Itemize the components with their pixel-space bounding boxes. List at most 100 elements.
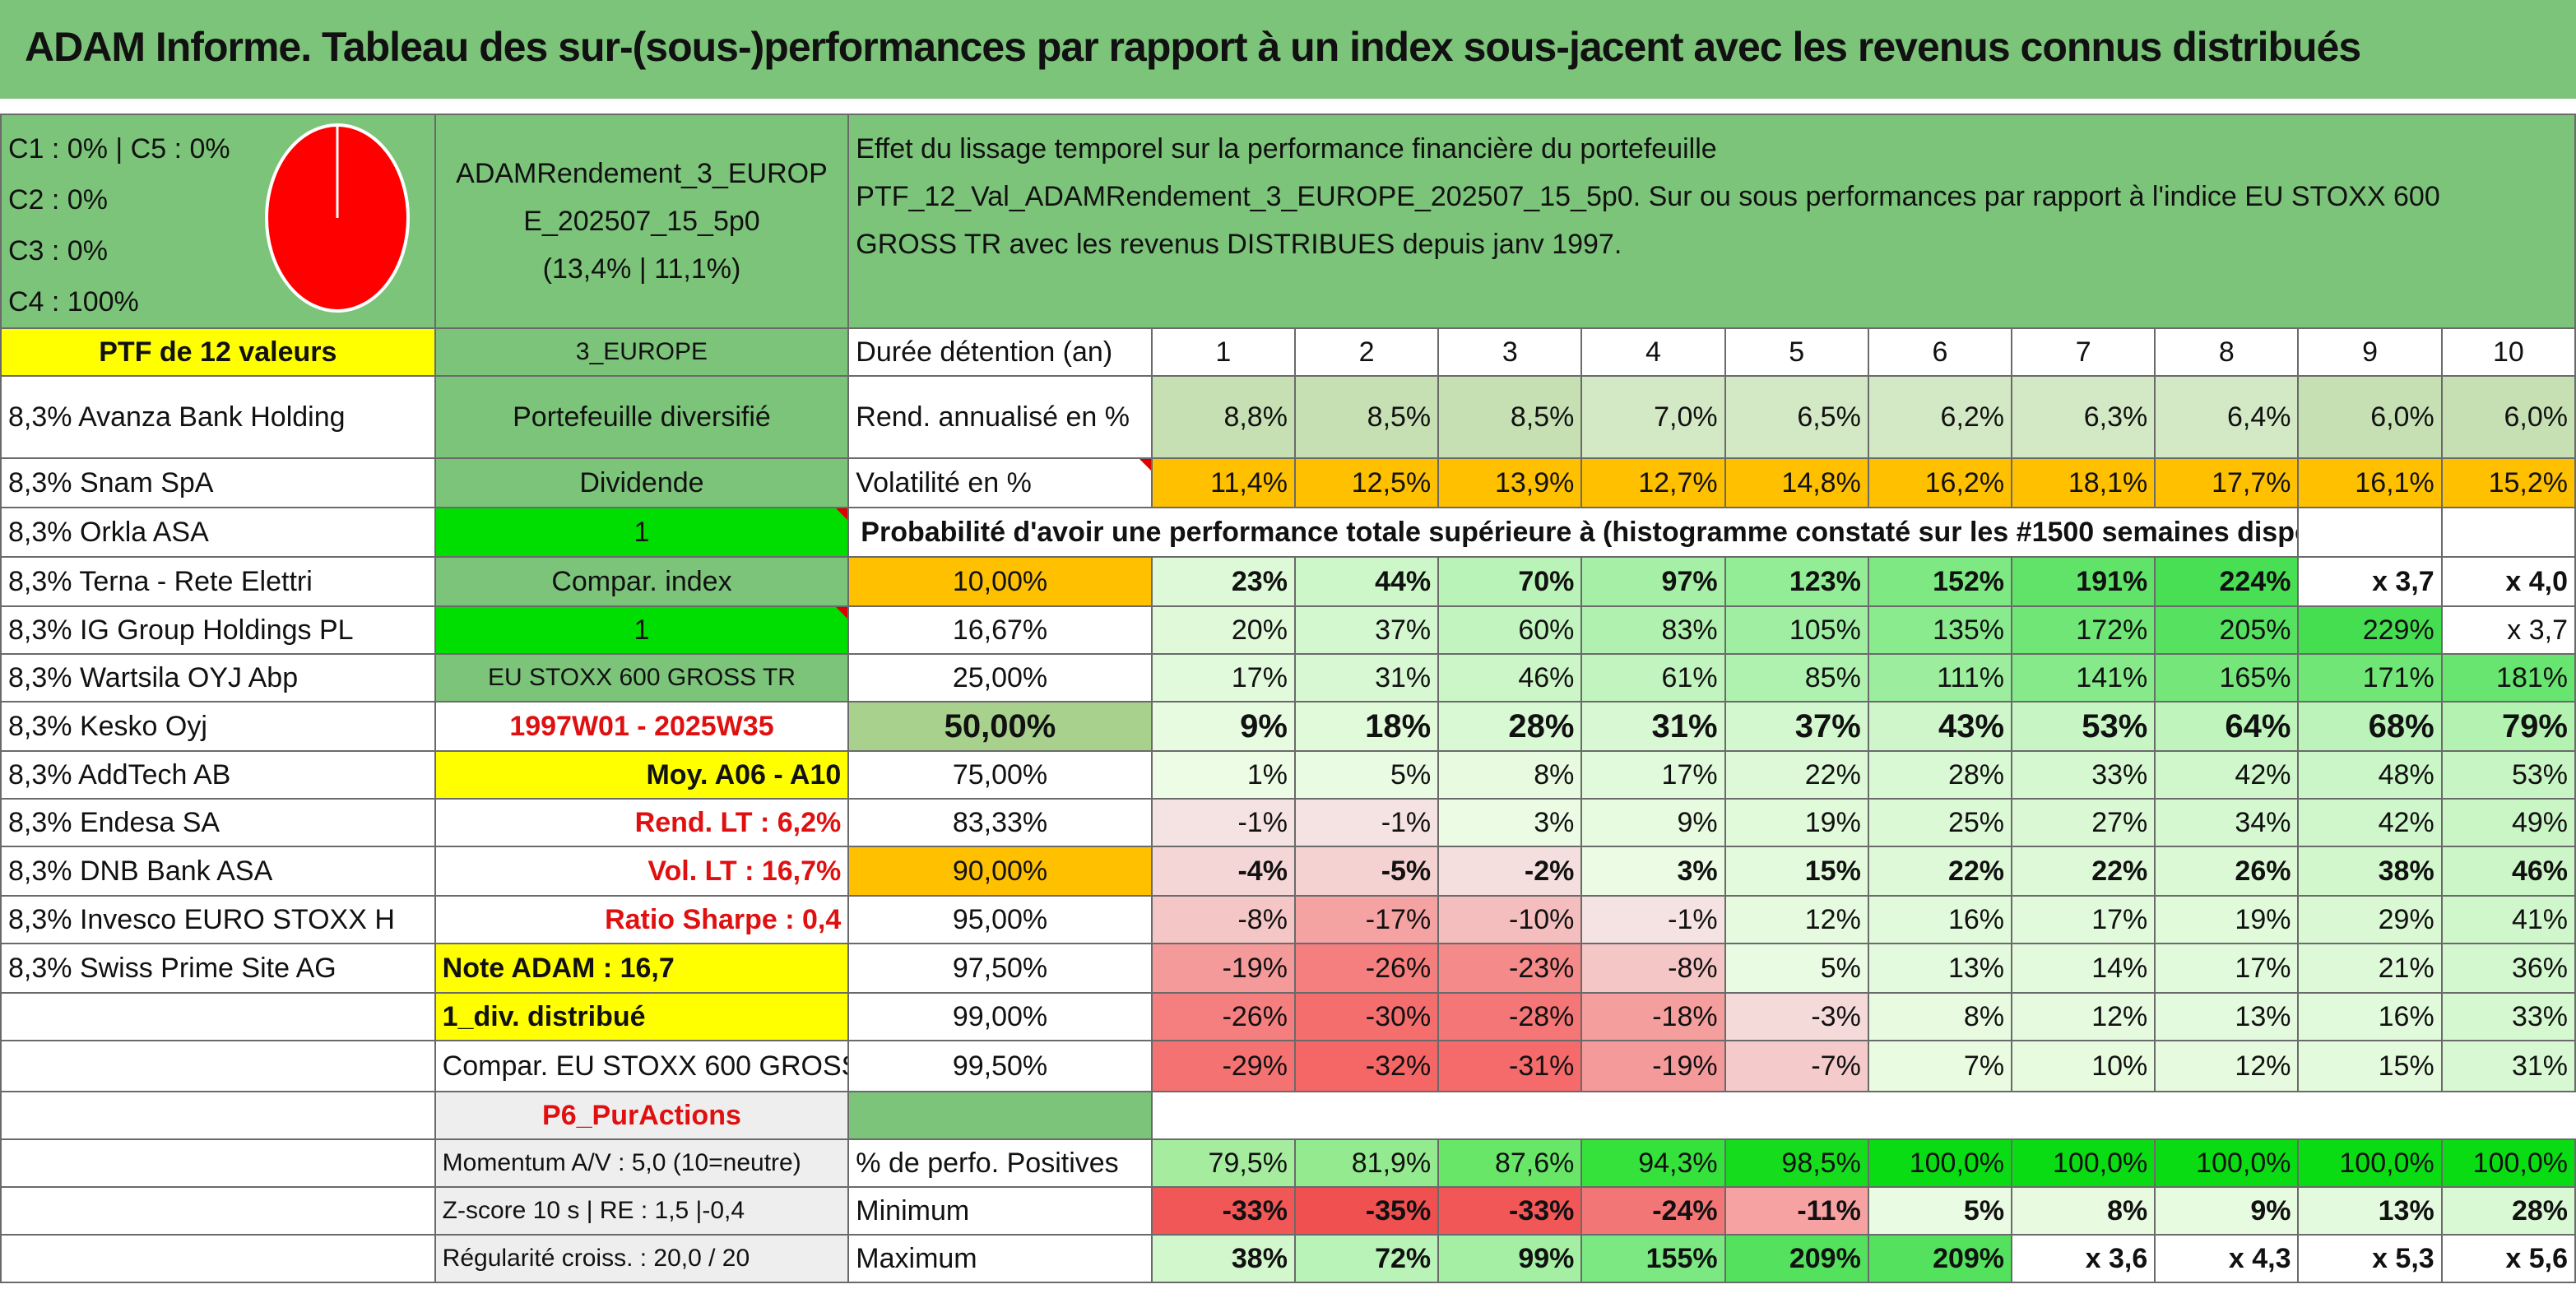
duration-label: Durée détention (an) <box>847 327 1153 377</box>
probability-value: 46% <box>1437 653 1583 702</box>
probability-threshold: 95,00% <box>847 895 1153 944</box>
probability-value: 33% <box>2440 992 2576 1041</box>
year-header: 4 <box>1580 327 1726 377</box>
rend-value: 6,5% <box>1724 375 1869 459</box>
probability-value: 13% <box>1867 943 2013 994</box>
probability-threshold: 50,00% <box>847 701 1153 752</box>
positive-label: % de perfo. Positives <box>847 1138 1153 1188</box>
probability-value: 8% <box>1867 992 2013 1041</box>
probability-value: 46% <box>2440 846 2576 897</box>
performance-table: C1 : 0% | C5 : 0% C2 : 0% C3 : 0% C4 : 1… <box>0 114 2576 1283</box>
index-name: EU STOXX 600 GROSS TR <box>434 653 850 702</box>
vol-value: 17,7% <box>2154 457 2300 508</box>
vol-value: 16,1% <box>2297 457 2443 508</box>
positive-value: 79,5% <box>1150 1138 1296 1188</box>
probability-value: -3% <box>1724 992 1869 1041</box>
year-header: 6 <box>1867 327 2013 377</box>
probability-value: 43% <box>1867 701 2013 752</box>
empty-cell <box>0 1138 436 1188</box>
probability-value: -8% <box>1580 943 1726 994</box>
probability-value: -1% <box>1293 798 1440 847</box>
maximum-value: 38% <box>1150 1234 1296 1283</box>
probability-value: 18% <box>1293 701 1440 752</box>
vol-value: 14,8% <box>1724 457 1869 508</box>
vol-value: 13,9% <box>1437 457 1583 508</box>
holding-name: 8,3% Kesko Oyj <box>0 701 436 752</box>
class-line: C3 : 0% <box>8 235 108 267</box>
rend-value: 6,4% <box>2154 375 2300 459</box>
probability-value: 97% <box>1580 556 1726 607</box>
probability-value: 15% <box>1724 846 1869 897</box>
sharpe-label: Ratio Sharpe : 0,4 <box>434 895 850 944</box>
compar-index-label: Compar. index <box>434 556 850 607</box>
maximum-label: Maximum <box>847 1234 1153 1283</box>
minimum-value: -33% <box>1437 1186 1583 1236</box>
holding-name: 8,3% Snam SpA <box>0 457 436 508</box>
dividend-count: 1_div. distribué <box>434 992 850 1041</box>
probability-value: -29% <box>1150 1040 1296 1092</box>
holding-name: 8,3% Wartsila OYJ Abp <box>0 653 436 702</box>
probability-value: 42% <box>2154 750 2300 800</box>
probability-value: 79% <box>2440 701 2576 752</box>
minimum-label: Minimum <box>847 1186 1153 1236</box>
portfolio-name-2: E_202507_15_5p0 <box>523 206 760 237</box>
minimum-value: -24% <box>1580 1186 1726 1236</box>
description-cell: Effet du lissage temporel sur la perform… <box>847 114 2576 329</box>
year-header: 5 <box>1724 327 1869 377</box>
period-label: 1997W01 - 2025W35 <box>434 701 850 752</box>
portfolio-name-1: ADAMRendement_3_EUROP <box>456 158 828 189</box>
probability-value: 21% <box>2297 943 2443 994</box>
vol-value: 15,2% <box>2440 457 2576 508</box>
probability-value: 31% <box>2440 1040 2576 1092</box>
positive-value: 100,0% <box>1867 1138 2013 1188</box>
probability-value: -19% <box>1580 1040 1726 1092</box>
probability-value: 5% <box>1293 750 1440 800</box>
probability-threshold: 25,00% <box>847 653 1153 702</box>
class-line: C1 : 0% | C5 : 0% <box>8 133 230 165</box>
vol-value: 11,4% <box>1150 457 1296 508</box>
probability-value: -18% <box>1580 992 1726 1041</box>
rend-label: Rend. annualisé en % <box>847 375 1153 459</box>
probability-threshold: 90,00% <box>847 846 1153 897</box>
probability-value: 14% <box>2011 943 2156 994</box>
holding-name: 8,3% Endesa SA <box>0 798 436 847</box>
rend-value: 6,0% <box>2297 375 2443 459</box>
probability-value: 31% <box>1293 653 1440 702</box>
rend-value: 8,8% <box>1150 375 1296 459</box>
positive-value: 100,0% <box>2440 1138 2576 1188</box>
minimum-value: 28% <box>2440 1186 2576 1236</box>
probability-value: -19% <box>1150 943 1296 994</box>
probability-value: x 3,7 <box>2440 605 2576 655</box>
holding-name: 8,3% Invesco EURO STOXX H <box>0 895 436 944</box>
probability-value: -8% <box>1150 895 1296 944</box>
probability-value: 83% <box>1580 605 1726 655</box>
probability-value: x 3,7 <box>2297 556 2443 607</box>
probability-value: -26% <box>1293 943 1440 994</box>
probability-value: 105% <box>1724 605 1869 655</box>
probability-value: 22% <box>1724 750 1869 800</box>
prob-header: Probabilité d'avoir une performance tota… <box>847 507 2300 558</box>
probability-value: -5% <box>1293 846 1440 897</box>
positive-value: 100,0% <box>2011 1138 2156 1188</box>
positive-value: 81,9% <box>1293 1138 1440 1188</box>
vol-value: 12,7% <box>1580 457 1726 508</box>
class-line: C2 : 0% <box>8 184 108 216</box>
dividend-label: Dividende <box>434 457 850 508</box>
maximum-value: 209% <box>1867 1234 2013 1283</box>
empty-cell <box>0 992 436 1041</box>
year-header: 3 <box>1437 327 1583 377</box>
probability-threshold: 99,00% <box>847 992 1153 1041</box>
holding-name: 8,3% Terna - Rete Elettri <box>0 556 436 607</box>
probability-value: 20% <box>1150 605 1296 655</box>
probability-value: 22% <box>2011 846 2156 897</box>
probability-value: 152% <box>1867 556 2013 607</box>
dividend-value: 1 <box>434 507 850 558</box>
probability-threshold: 99,50% <box>847 1040 1153 1092</box>
probability-value: -17% <box>1293 895 1440 944</box>
rend-value: 7,0% <box>1580 375 1726 459</box>
probability-value: 13% <box>2154 992 2300 1041</box>
category-label: P6_PurActions <box>434 1091 850 1140</box>
holding-name: 8,3% DNB Bank ASA <box>0 846 436 897</box>
year-header: 9 <box>2297 327 2443 377</box>
probability-value: 12% <box>2154 1040 2300 1092</box>
